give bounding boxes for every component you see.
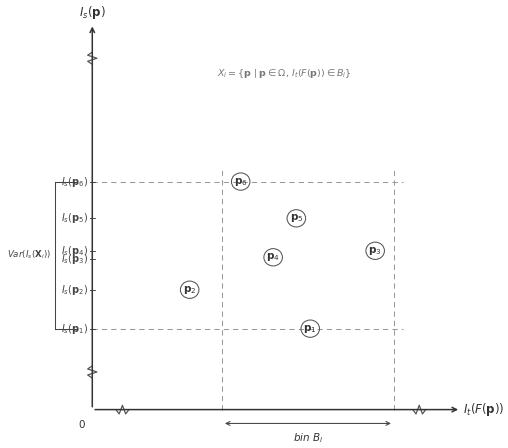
- Text: $\mathbf{p}_4$: $\mathbf{p}_4$: [266, 251, 280, 263]
- Text: $\mathbf{p}_5$: $\mathbf{p}_5$: [290, 212, 303, 224]
- Text: $X_i = \{\mathbf{p} \mid \mathbf{p} \in \Omega,\, I_t(F(\mathbf{p})) \in B_i\}$: $X_i = \{\mathbf{p} \mid \mathbf{p} \in …: [217, 67, 352, 80]
- Text: 0: 0: [79, 420, 85, 431]
- Text: $Var(I_s(\mathbf{X}_i))$: $Var(I_s(\mathbf{X}_i))$: [8, 249, 51, 261]
- Text: bin $B_i$: bin $B_i$: [293, 431, 323, 445]
- Text: $I_s(\mathbf{p}_1)$: $I_s(\mathbf{p}_1)$: [61, 322, 88, 336]
- Text: $I_s(\mathbf{p}_3)$: $I_s(\mathbf{p}_3)$: [61, 252, 88, 267]
- Text: $I_t(F(\mathbf{p}))$: $I_t(F(\mathbf{p}))$: [463, 401, 505, 418]
- Text: $I_s(\mathbf{p}_5)$: $I_s(\mathbf{p}_5)$: [61, 211, 88, 225]
- Text: $\mathbf{p}_6$: $\mathbf{p}_6$: [234, 176, 247, 188]
- Text: $\mathbf{p}_3$: $\mathbf{p}_3$: [368, 245, 382, 257]
- Text: $I_s(\mathbf{p}_6)$: $I_s(\mathbf{p}_6)$: [61, 175, 88, 189]
- Text: $I_s(\mathbf{p})$: $I_s(\mathbf{p})$: [79, 4, 106, 22]
- Text: $I_s(\mathbf{p}_4)$: $I_s(\mathbf{p}_4)$: [61, 244, 88, 258]
- Text: $I_s(\mathbf{p}_2)$: $I_s(\mathbf{p}_2)$: [61, 283, 88, 297]
- Text: $\mathbf{p}_2$: $\mathbf{p}_2$: [183, 284, 197, 296]
- Text: $\mathbf{p}_1$: $\mathbf{p}_1$: [303, 323, 317, 335]
